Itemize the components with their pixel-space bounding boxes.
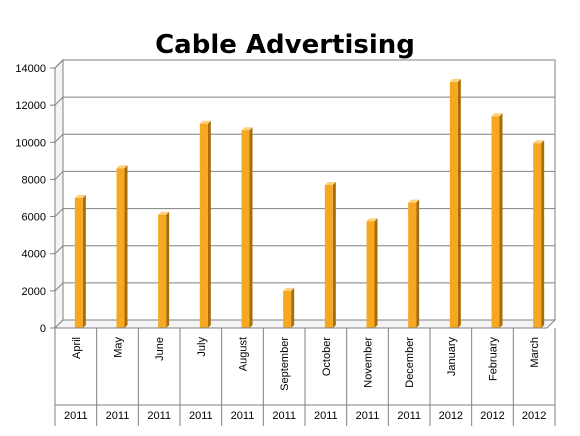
bar-front xyxy=(449,81,458,328)
bar-side xyxy=(457,78,461,328)
x-tick-label: July xyxy=(196,337,208,357)
bar xyxy=(283,287,295,328)
bar-side xyxy=(207,120,211,328)
bar-top xyxy=(408,199,420,203)
bar-top xyxy=(366,218,378,222)
y-tick-label: 10000 xyxy=(15,137,46,149)
x-tick-label: August xyxy=(238,337,250,371)
x-tick-label: October xyxy=(321,337,333,376)
x-year-label: 2012 xyxy=(480,410,504,422)
bar-front xyxy=(199,123,208,328)
x-tick-label: May xyxy=(113,337,125,358)
y-tick-label: 8000 xyxy=(22,174,46,186)
bar-front xyxy=(324,185,333,328)
x-year-label: 2011 xyxy=(231,410,255,422)
gridline xyxy=(54,170,555,180)
bar-top xyxy=(199,120,211,124)
bar-top xyxy=(74,195,86,198)
gridline xyxy=(54,133,555,143)
bar xyxy=(533,140,545,328)
bar xyxy=(74,195,86,328)
bars xyxy=(74,78,545,329)
bar xyxy=(449,78,461,328)
y-tick-label: 4000 xyxy=(22,249,46,261)
x-tick-label: June xyxy=(154,337,166,361)
y-tick-label: 6000 xyxy=(22,212,46,224)
bar xyxy=(324,182,336,328)
gridline xyxy=(54,208,555,217)
x-year-label: 2011 xyxy=(147,410,171,422)
bar-side xyxy=(166,211,170,328)
x-year-label: 2012 xyxy=(439,410,463,422)
gridlines xyxy=(54,59,555,292)
x-year-label: 2011 xyxy=(189,410,213,422)
y-tick-label: 14000 xyxy=(15,63,46,75)
bar-top xyxy=(241,127,253,131)
x-year-label: 2011 xyxy=(64,410,88,422)
x-tick-label: December xyxy=(404,337,416,388)
y-tick-label: 2000 xyxy=(22,286,46,298)
gridline xyxy=(54,282,555,292)
bar-side xyxy=(249,127,253,328)
bar-side xyxy=(82,195,86,328)
x-year-label: 2011 xyxy=(106,410,130,422)
x-tick-label: January xyxy=(446,337,458,377)
bar-top xyxy=(533,140,545,144)
x-year-label: 2011 xyxy=(314,410,338,422)
bar-front xyxy=(533,143,542,328)
floor xyxy=(53,319,557,329)
bar xyxy=(199,120,211,328)
x-tick-label: September xyxy=(279,337,291,391)
bar-side xyxy=(541,140,545,328)
bar-top xyxy=(324,182,336,185)
bar-top xyxy=(491,113,503,117)
x-tick-label: February xyxy=(488,337,500,382)
bar-front xyxy=(491,116,500,329)
side-wall xyxy=(54,58,64,330)
bar-top xyxy=(158,211,170,215)
bar-side xyxy=(124,165,128,328)
x-tick-label: April xyxy=(71,337,83,359)
x-axis: April May June July August September October No… xyxy=(54,327,556,426)
gridline xyxy=(54,96,555,106)
x-tick-label: November xyxy=(363,337,375,388)
x-year-label: 2011 xyxy=(272,410,296,422)
bar-side xyxy=(416,199,420,328)
bar xyxy=(158,211,170,328)
back-wall xyxy=(62,59,556,321)
bar-front xyxy=(366,221,375,328)
x-year-label: 2011 xyxy=(356,410,380,422)
gridline xyxy=(54,59,555,69)
bar-side xyxy=(332,182,336,328)
x-year-label: 2011 xyxy=(397,410,421,422)
gridline xyxy=(54,245,555,255)
bar-top xyxy=(283,287,295,291)
bar xyxy=(116,165,128,328)
bar-side xyxy=(499,113,503,329)
bar-side xyxy=(291,287,295,328)
bar xyxy=(366,218,378,328)
bar-front xyxy=(241,130,250,328)
chart-title: Cable Advertising xyxy=(155,30,415,60)
y-axis-ticks: 0 2000 4000 6000 8000 10000 12000 14000 xyxy=(15,63,56,335)
bar-front xyxy=(116,168,125,328)
bar-front xyxy=(74,198,83,328)
y-tick-label: 12000 xyxy=(15,100,46,112)
bar xyxy=(408,199,420,328)
x-year-label: 2012 xyxy=(522,410,546,422)
bar-front xyxy=(158,214,167,328)
bar xyxy=(491,113,503,329)
bar-side xyxy=(374,218,378,328)
y-tick-label: 0 xyxy=(40,323,46,335)
bar-top xyxy=(449,78,461,82)
bar-top xyxy=(116,165,128,169)
chart-walls xyxy=(53,58,557,330)
x-tick-label: March xyxy=(529,337,541,368)
bar xyxy=(241,127,253,328)
bar-front xyxy=(408,202,417,328)
bar-front xyxy=(283,290,292,328)
